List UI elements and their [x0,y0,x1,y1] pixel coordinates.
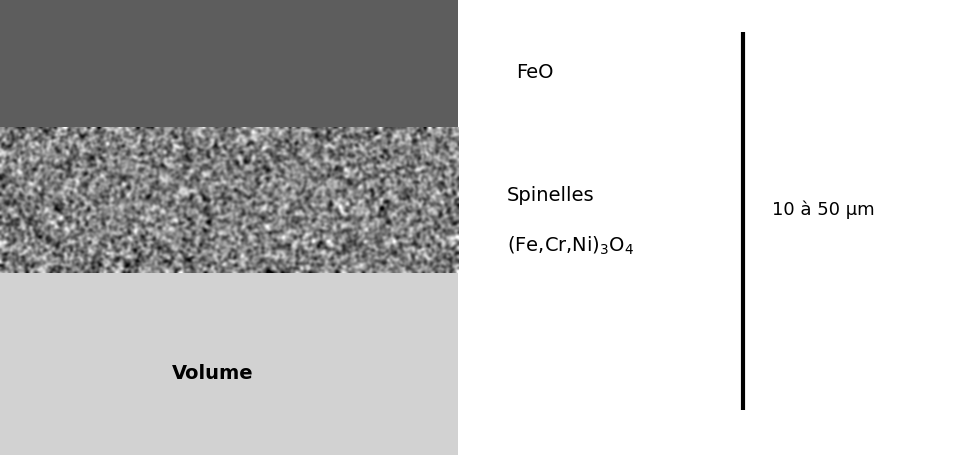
Text: (Fe,Cr,Ni)$_3$O$_4$: (Fe,Cr,Ni)$_3$O$_4$ [507,234,634,257]
Bar [0,127,458,273]
Text: Volume: Volume [172,364,253,383]
Text: FeO: FeO [516,63,554,82]
Bar [0,273,458,455]
Text: Spinelles: Spinelles [507,186,594,205]
Text: 10 à 50 μm: 10 à 50 μm [772,200,874,218]
Bar [0,0,458,127]
